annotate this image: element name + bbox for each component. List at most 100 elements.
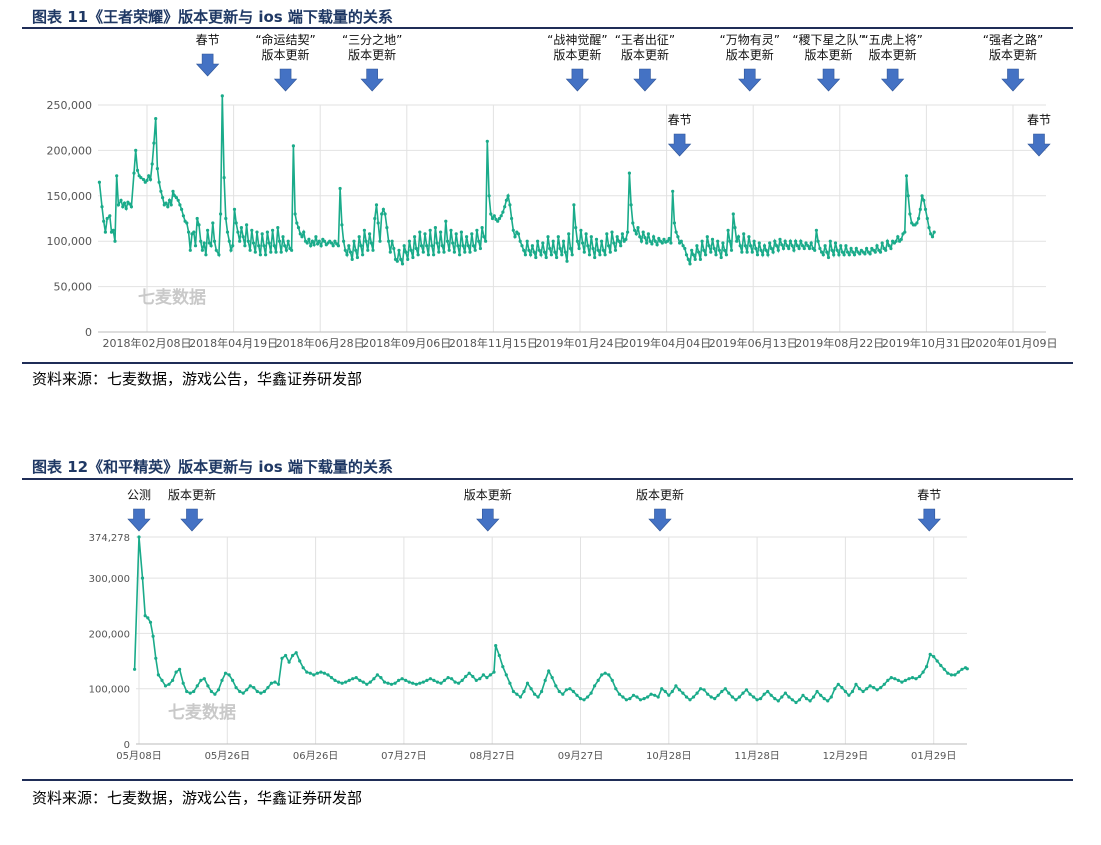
data-point	[516, 232, 521, 236]
data-point	[444, 219, 448, 223]
data-point	[759, 248, 763, 252]
data-point	[773, 697, 777, 701]
data-point	[686, 257, 690, 261]
annotation-label: 春节	[917, 488, 941, 502]
data-point	[348, 250, 353, 254]
data-point	[227, 239, 231, 243]
data-point	[629, 203, 633, 207]
data-point	[520, 244, 524, 248]
data-point	[380, 212, 384, 216]
data-point	[103, 230, 107, 234]
y-tick-label: 300,000	[89, 574, 130, 585]
data-point	[849, 246, 853, 251]
annotation-label: “王者出征”	[615, 33, 675, 47]
data-point	[518, 695, 523, 699]
data-point	[97, 180, 101, 184]
data-point	[839, 244, 843, 248]
data-point	[903, 678, 908, 683]
data-point	[923, 207, 928, 211]
data-point	[243, 244, 247, 248]
data-point	[889, 676, 893, 680]
data-point	[319, 244, 323, 248]
data-point	[347, 244, 351, 248]
data-point	[868, 684, 872, 688]
data-point	[918, 207, 922, 211]
data-point	[956, 670, 961, 674]
data-point	[808, 699, 812, 703]
data-point	[540, 689, 544, 694]
data-point	[965, 667, 969, 671]
data-point	[506, 194, 510, 198]
data-point	[171, 189, 175, 193]
data-point	[340, 681, 344, 685]
data-point	[525, 239, 529, 243]
data-point	[942, 667, 946, 671]
data-point	[829, 695, 833, 699]
data-point	[837, 253, 841, 257]
data-point	[457, 681, 461, 685]
data-point	[437, 250, 441, 254]
data-point	[771, 250, 775, 254]
data-point	[735, 239, 739, 243]
data-point	[561, 239, 566, 243]
data-point	[447, 248, 451, 252]
data-point	[880, 241, 884, 245]
data-point	[684, 695, 689, 699]
data-point	[355, 255, 359, 260]
data-point	[154, 656, 158, 660]
data-point	[740, 250, 744, 254]
x-tick-label: 2018年11月15日	[449, 336, 538, 350]
data-point	[626, 230, 630, 234]
data-point	[539, 253, 543, 257]
data-point	[272, 244, 276, 248]
data-point	[286, 239, 290, 243]
data-point	[312, 243, 316, 247]
data-point	[291, 653, 295, 658]
data-point	[536, 695, 540, 699]
data-point	[766, 253, 770, 257]
data-point	[478, 677, 482, 681]
data-point	[804, 697, 809, 701]
x-tick-label: 2019年01月24日	[536, 336, 625, 350]
data-point	[157, 180, 161, 184]
data-point	[494, 644, 498, 648]
data-point	[727, 691, 731, 695]
data-point	[315, 671, 319, 675]
data-point	[180, 207, 184, 211]
data-point	[167, 198, 172, 202]
annotation-arrow-icon	[738, 68, 762, 92]
data-point	[617, 692, 622, 696]
data-point	[820, 250, 824, 254]
data-point	[523, 253, 528, 257]
data-point	[575, 693, 579, 697]
data-point	[187, 230, 191, 234]
data-point	[465, 235, 469, 239]
data-point	[193, 244, 198, 248]
data-point	[769, 693, 773, 697]
data-point	[815, 689, 819, 694]
data-point	[567, 232, 571, 236]
data-point	[699, 687, 703, 691]
data-point	[296, 226, 301, 230]
data-point	[681, 244, 685, 248]
data-point	[887, 244, 891, 248]
data-point	[145, 178, 149, 182]
data-point	[460, 678, 464, 683]
data-point	[159, 189, 163, 193]
data-point	[217, 253, 221, 257]
data-point	[875, 244, 879, 248]
data-point	[368, 232, 372, 236]
data-point	[744, 688, 749, 692]
data-point	[885, 239, 890, 243]
data-point	[169, 203, 173, 207]
data-point	[716, 693, 720, 697]
data-point	[635, 695, 639, 699]
bottom-rule-2	[22, 779, 1073, 781]
y-tick-label: 0	[85, 326, 92, 339]
data-point	[921, 670, 925, 674]
data-point	[317, 239, 321, 243]
data-point	[586, 244, 590, 248]
data-point	[383, 212, 387, 216]
data-point	[426, 253, 430, 257]
data-point	[305, 670, 309, 674]
